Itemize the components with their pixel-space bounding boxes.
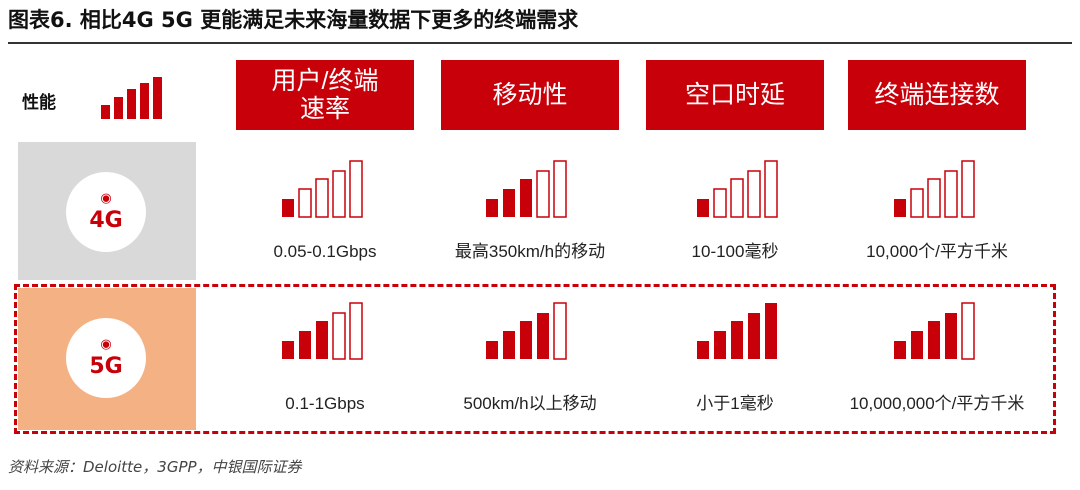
signal-4g-0-bar-4 — [332, 170, 346, 218]
signal-5g-1-bar-1 — [486, 341, 498, 359]
performance-bar-1 — [101, 105, 110, 119]
signal-5g-2-bar-1 — [697, 341, 709, 359]
signal-bars-5g-connections — [894, 302, 975, 360]
value-5g-mobility: 500km/h以上移动 — [463, 394, 597, 413]
signal-4g-3-bar-2 — [910, 188, 924, 218]
signal-5g-3-bar-4 — [945, 313, 957, 359]
signal-5g-1-bar-4 — [537, 313, 549, 359]
signal-5g-2-bar-2 — [714, 331, 726, 359]
badge-5g: ◉ 5G — [66, 318, 146, 398]
header-mobility: 移动性 — [441, 60, 619, 130]
signal-5g-3-bar-5 — [961, 302, 975, 360]
badge-5g-label: 5G — [89, 353, 123, 379]
header-latency-label: 空口时延 — [684, 81, 785, 109]
signal-bars-5g-mobility — [486, 302, 567, 360]
signal-bars-5g-user-rate — [282, 302, 363, 360]
badge-4g-label: 4G — [89, 207, 123, 233]
5g-highlight-frame — [14, 284, 1056, 434]
signal-4g-2-bar-1 — [697, 199, 709, 217]
signal-bars-5g-latency — [697, 303, 777, 359]
value-4g-connections: 10,000个/平方千米 — [866, 242, 1008, 261]
signal-5g-0-bar-3 — [316, 321, 328, 359]
value-4g-latency: 10-100毫秒 — [691, 242, 779, 261]
header-user-rate-label: 用户/终端速率 — [271, 67, 379, 123]
signal-5g-1-bar-2 — [503, 331, 515, 359]
signal-4g-2-bar-5 — [764, 160, 778, 218]
signal-4g-3-bar-5 — [961, 160, 975, 218]
performance-bar-2 — [114, 97, 123, 119]
signal-5g-0-bar-4 — [332, 312, 346, 360]
signal-bars-4g-user-rate — [282, 160, 363, 218]
value-5g-user-rate: 0.1-1Gbps — [285, 394, 365, 413]
signal-4g-0-bar-3 — [315, 178, 329, 218]
value-4g-mobility: 最高350km/h的移动 — [454, 242, 606, 261]
header-latency: 空口时延 — [646, 60, 824, 130]
wifi-signal-icon: ◉ — [100, 336, 112, 352]
signal-4g-3-bar-1 — [894, 199, 906, 217]
source-note: 资料来源：Deloitte，3GPP，中银国际证券 — [8, 458, 302, 476]
signal-bars-4g-latency — [697, 160, 778, 218]
signal-5g-3-bar-2 — [911, 331, 923, 359]
signal-4g-0-bar-5 — [349, 160, 363, 218]
signal-4g-2-bar-4 — [747, 170, 761, 218]
signal-4g-2-bar-3 — [730, 178, 744, 218]
performance-signal-icon — [101, 77, 162, 119]
signal-4g-1-bar-3 — [520, 179, 532, 217]
header-mobility-label: 移动性 — [492, 81, 568, 109]
signal-bars-4g-mobility — [486, 160, 567, 218]
signal-4g-1-bar-2 — [503, 189, 515, 217]
signal-5g-3-bar-1 — [894, 341, 906, 359]
title-divider — [8, 42, 1072, 44]
signal-4g-1-bar-5 — [553, 160, 567, 218]
signal-4g-2-bar-2 — [713, 188, 727, 218]
wifi-signal-icon: ◉ — [100, 190, 112, 206]
signal-5g-2-bar-3 — [731, 321, 743, 359]
header-connections: 终端连接数 — [848, 60, 1026, 130]
signal-4g-3-bar-3 — [927, 178, 941, 218]
signal-4g-1-bar-4 — [536, 170, 550, 218]
signal-5g-0-bar-1 — [282, 341, 294, 359]
signal-4g-0-bar-1 — [282, 199, 294, 217]
value-5g-latency: 小于1毫秒 — [696, 394, 774, 413]
header-connections-label: 终端连接数 — [874, 81, 1000, 109]
performance-bar-4 — [140, 83, 149, 119]
value-5g-connections: 10,000,000个/平方千米 — [849, 394, 1025, 413]
signal-5g-1-bar-3 — [520, 321, 532, 359]
performance-bar-5 — [153, 77, 162, 119]
signal-5g-3-bar-3 — [928, 321, 940, 359]
signal-4g-1-bar-1 — [486, 199, 498, 217]
signal-bars-4g-connections — [894, 160, 975, 218]
signal-4g-0-bar-2 — [298, 188, 312, 218]
badge-4g: ◉ 4G — [66, 172, 146, 252]
value-4g-user-rate: 0.05-0.1Gbps — [273, 242, 377, 261]
figure-title: 图表6. 相比4G 5G 更能满足未来海量数据下更多的终端需求 — [8, 8, 579, 32]
signal-4g-3-bar-4 — [944, 170, 958, 218]
performance-bar-3 — [127, 89, 136, 119]
signal-5g-1-bar-5 — [553, 302, 567, 360]
signal-5g-2-bar-5 — [765, 303, 777, 359]
signal-5g-0-bar-2 — [299, 331, 311, 359]
performance-label: 性能 — [22, 93, 56, 113]
header-user-rate: 用户/终端速率 — [236, 60, 414, 130]
signal-5g-0-bar-5 — [349, 302, 363, 360]
signal-5g-2-bar-4 — [748, 313, 760, 359]
